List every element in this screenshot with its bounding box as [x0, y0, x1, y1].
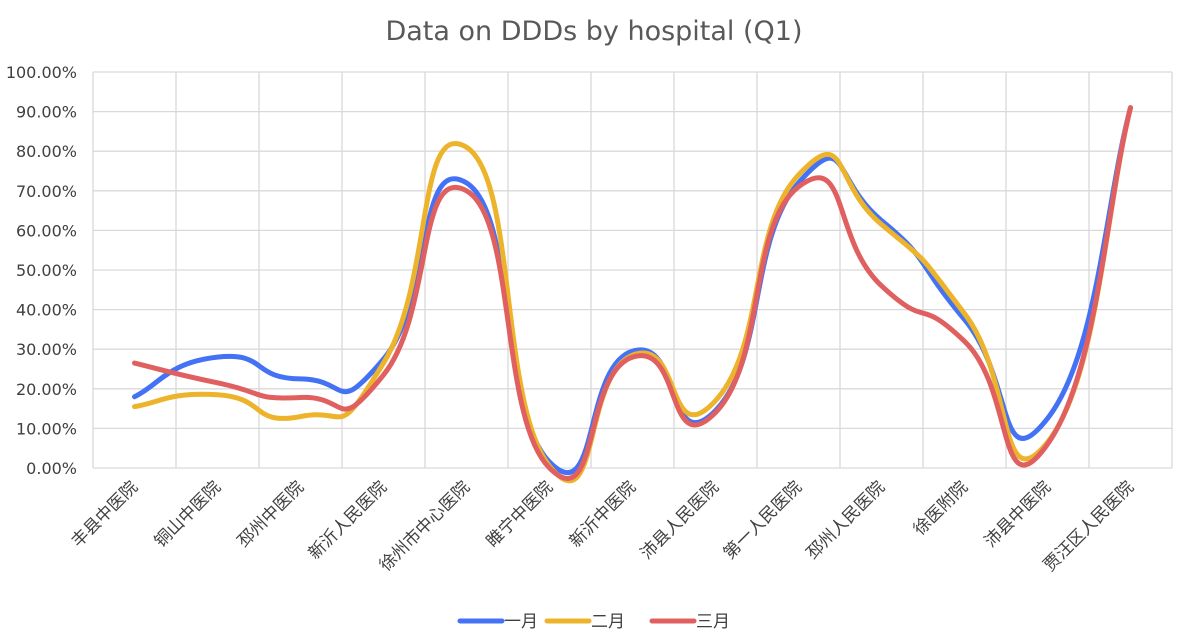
x-tick-label: 铜山中医院: [151, 477, 225, 551]
x-tick-label: 新沂人民医院: [305, 477, 391, 563]
y-tick-label: 50.00%: [16, 261, 77, 280]
x-tick-label: 丰县中医院: [68, 477, 142, 551]
x-tick-label: 沛县中医院: [981, 477, 1055, 551]
x-tick-label: 沛县人民医院: [637, 477, 723, 563]
y-tick-label: 40.00%: [16, 301, 77, 320]
x-tick-label: 睢宁中医院: [483, 477, 557, 551]
y-tick-label: 10.00%: [16, 419, 77, 438]
y-axis: 0.00% 10.00% 20.00% 30.00% 40.00% 50.00% 60.00…: [6, 63, 77, 478]
legend: 一月 二月 三月: [457, 612, 730, 632]
series-lines: [132, 105, 1133, 484]
x-tick-label: 第一人民医院: [720, 477, 806, 563]
y-tick-label: 30.00%: [16, 340, 77, 359]
series-line-2: [132, 105, 1133, 484]
chart-title: Data on DDDs by hospital (Q1): [385, 16, 802, 47]
x-tick-label: 徐州市中心医院: [376, 477, 474, 575]
y-tick-label: 70.00%: [16, 182, 77, 201]
y-tick-label: 90.00%: [16, 103, 77, 122]
y-tick-label: 80.00%: [16, 142, 77, 161]
gridlines: [92, 71, 1173, 469]
legend-label: 三月: [696, 612, 730, 632]
y-tick-label: 100.00%: [6, 63, 77, 82]
legend-label: 一月: [504, 612, 538, 632]
x-tick-label: 邳州人民医院: [803, 477, 889, 563]
y-tick-label: 60.00%: [16, 221, 77, 240]
x-tick-label: 贾汪区人民医院: [1040, 477, 1138, 575]
legend-label: 二月: [591, 612, 625, 632]
y-tick-label: 0.00%: [26, 459, 77, 478]
x-tick-label: 新沂中医院: [566, 477, 640, 551]
x-tick-label: 邳州中医院: [234, 477, 308, 551]
series-line-3: [132, 105, 1133, 481]
y-tick-label: 20.00%: [16, 380, 77, 399]
x-tick-label: 徐医附院: [910, 477, 972, 539]
